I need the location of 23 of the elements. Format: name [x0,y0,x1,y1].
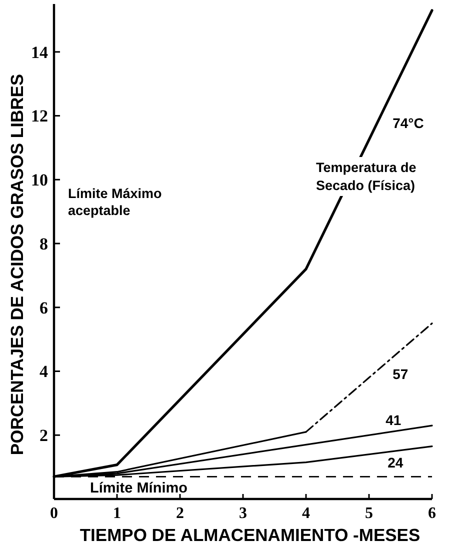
x-tick-label: 5 [365,505,373,522]
annotation: Límite Máximo aceptable [68,186,162,218]
x-tick-label: 6 [428,505,436,522]
y-tick-label: 8 [40,234,48,254]
y-tick-label: 10 [31,170,48,190]
x-axis-title: TIEMPO DE ALMACENAMIENTO -MESES [80,525,420,545]
legend-title: Temperatura de Secado (Física) [316,160,417,193]
x-tick-label: 4 [302,505,310,522]
series-label: 74°C [392,114,424,131]
series-label: 57 [392,366,408,382]
x-tick-label: 2 [176,505,184,522]
series-label: 24 [388,454,404,471]
x-tick-label: 0 [50,505,58,522]
x-tick-label: 1 [113,505,121,522]
y-tick-label: 4 [40,362,48,382]
series-label: 41 [386,412,402,428]
y-tick-label: 14 [31,42,48,62]
ref-line-label: Límite Mínimo [90,480,188,497]
y-tick-label: 12 [31,106,48,126]
x-tick-label: 3 [239,505,247,522]
y-axis-title: PORCENTAJES DE ACIDOS GRASOS LIBRES [7,74,27,456]
y-tick-label: 6 [40,298,48,318]
y-tick-label: 2 [40,426,48,446]
